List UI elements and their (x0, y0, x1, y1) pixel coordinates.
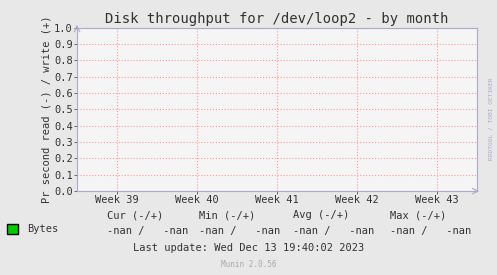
Text: -nan /   -nan: -nan / -nan (293, 226, 374, 236)
Text: Last update: Wed Dec 13 19:40:02 2023: Last update: Wed Dec 13 19:40:02 2023 (133, 243, 364, 253)
Text: Max (-/+): Max (-/+) (390, 210, 446, 220)
Y-axis label: Pr second read (-) / write (+): Pr second read (-) / write (+) (41, 16, 51, 203)
Text: -nan /   -nan: -nan / -nan (390, 226, 471, 236)
Text: Munin 2.0.56: Munin 2.0.56 (221, 260, 276, 269)
Text: Cur (-/+): Cur (-/+) (107, 210, 163, 220)
Text: RRDTOOL / TOBI OETIKER: RRDTOOL / TOBI OETIKER (489, 77, 494, 160)
Text: -nan /   -nan: -nan / -nan (107, 226, 188, 236)
Text: Avg (-/+): Avg (-/+) (293, 210, 349, 220)
Title: Disk throughput for /dev/loop2 - by month: Disk throughput for /dev/loop2 - by mont… (105, 12, 449, 26)
Text: Bytes: Bytes (27, 224, 59, 234)
Text: -nan /   -nan: -nan / -nan (199, 226, 280, 236)
Text: Min (-/+): Min (-/+) (199, 210, 255, 220)
